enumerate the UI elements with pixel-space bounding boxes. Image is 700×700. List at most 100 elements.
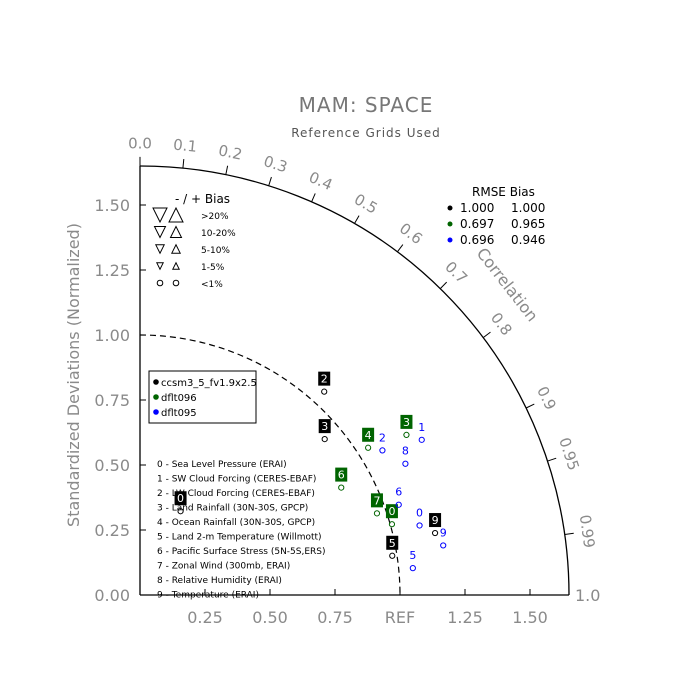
y-tick-label: 0.75 — [94, 391, 130, 410]
point-label: 6 — [395, 486, 402, 499]
x-tick-label: 0.25 — [187, 608, 223, 627]
triangle-down-icon — [155, 262, 165, 271]
point-label: 2 — [379, 431, 386, 444]
x-tick-end-label: 1.0 — [575, 586, 600, 605]
data-point: 1 — [418, 421, 425, 443]
triangle-up-icon — [169, 225, 183, 238]
triangle-down-icon — [152, 207, 168, 224]
bias-marker — [431, 529, 439, 537]
bias-marker — [365, 444, 372, 451]
point-box — [318, 371, 331, 386]
bias-marker — [389, 552, 396, 559]
point-label: 0 — [177, 492, 184, 505]
data-point: 3 — [318, 419, 331, 443]
series-color-dot — [153, 379, 159, 385]
y-tick-label: 0.25 — [94, 521, 130, 540]
variable-list-item: 4 - Ocean Rainfall (30N-30S, GPCP) — [157, 518, 315, 528]
bias-legend-row: 1-5% — [201, 263, 225, 273]
correlation-tick-label: 0.1 — [172, 136, 198, 156]
circle-icon — [172, 279, 180, 287]
point-label: 1 — [418, 421, 425, 434]
bias-marker — [338, 484, 345, 491]
y-axis-label: Standardized Deviations (Normalized) — [64, 223, 83, 527]
point-box — [335, 467, 348, 482]
triangle-up-icon — [168, 206, 184, 223]
series-color-dot — [447, 221, 453, 227]
series-color-dot — [447, 237, 453, 243]
model-legend-label: dflt095 — [161, 408, 197, 419]
point-label: 9 — [440, 526, 447, 539]
outer-arc — [139, 165, 570, 596]
point-box — [318, 419, 331, 434]
correlation-tick-label: 0.2 — [217, 141, 244, 163]
bias-marker — [403, 431, 410, 438]
variable-list-item: 8 - Relative Humidity (ERAI) — [157, 576, 282, 586]
rmse-value: 0.696 — [460, 233, 494, 247]
variable-list-item: 5 - Land 2-m Temperature (Willmott) — [157, 533, 322, 543]
bias-marker — [402, 460, 409, 467]
bias-value: 0.946 — [511, 233, 545, 247]
rmse-bias-table: RMSE Bias 1.000 1.000 0.697 0.965 0.696 0.946 — [447, 185, 545, 247]
bias-marker — [409, 565, 416, 572]
x-tick-label: 0.75 — [317, 608, 353, 627]
point-label: 9 — [432, 514, 439, 527]
correlation-tick-label: 0.3 — [261, 152, 289, 176]
triangle-down-icon — [154, 244, 166, 255]
bias-legend-header: - / + Bias — [175, 192, 230, 206]
correlation-tick-label: 0.5 — [351, 190, 381, 218]
bias-marker — [379, 447, 386, 454]
triangle-up-icon — [171, 261, 181, 270]
bias-legend-row: >20% — [201, 212, 229, 222]
correlation-tick-label: 0.6 — [396, 219, 426, 248]
point-box — [386, 535, 399, 550]
point-label: 8 — [402, 445, 409, 458]
bias-marker — [373, 510, 381, 517]
bias-value: 1.000 — [511, 201, 545, 215]
y-tick-label: 0.00 — [94, 586, 130, 605]
rmse-bias-header: RMSE Bias — [472, 185, 535, 199]
bias-marker — [177, 508, 184, 515]
bias-legend-row: <1% — [201, 280, 223, 290]
model-legend-label: dflt096 — [161, 393, 197, 404]
circle-icon — [156, 279, 164, 287]
data-point: 5 — [409, 549, 416, 572]
correlation-axis-label: Correlation — [473, 244, 542, 325]
triangle-down-icon — [153, 226, 167, 239]
point-box — [400, 414, 413, 429]
variable-list-item: 0 - Sea Level Pressure (ERAI) — [157, 460, 287, 470]
data-point: 9 — [429, 513, 442, 537]
variable-list-item: 1 - SW Cloud Forcing (CERES-EBAF) — [157, 475, 316, 485]
bias-legend-row: 5-10% — [201, 246, 230, 256]
point-label: 3 — [321, 420, 328, 433]
x-tick-label: REF — [385, 608, 415, 627]
correlation-tick-mark — [311, 193, 316, 203]
bias-marker — [416, 522, 423, 529]
data-point: 5 — [386, 535, 399, 559]
correlation-tick-label: 0.99 — [576, 513, 599, 549]
point-label: 5 — [389, 537, 396, 550]
reference-arc — [139, 334, 401, 596]
bias-marker — [395, 501, 402, 508]
data-point: 7 — [370, 493, 383, 517]
data-point: 2 — [379, 431, 386, 454]
point-box — [174, 491, 187, 506]
correlation-tick-mark — [182, 159, 185, 169]
data-point: 3 — [400, 414, 413, 438]
data-point: 0 — [385, 504, 398, 528]
point-box — [429, 513, 442, 528]
correlation-tick-mark — [396, 244, 404, 253]
bias-marker — [321, 436, 328, 443]
correlation-tick-mark — [482, 331, 491, 339]
variable-list: 0 - Sea Level Pressure (ERAI) 1 - SW Clou… — [157, 460, 326, 601]
data-point: 9 — [440, 526, 447, 549]
data-point: 4 — [362, 427, 375, 451]
variable-list-item: 3 - Land Rainfall (30N-30S, GPCP) — [157, 504, 308, 514]
point-box — [385, 504, 398, 519]
correlation-tick-label: 0.9 — [533, 383, 560, 412]
correlation-tick-mark — [439, 281, 448, 289]
data-point: 2 — [318, 371, 331, 395]
data-point: 0 — [416, 506, 423, 529]
point-label: 3 — [403, 416, 410, 429]
